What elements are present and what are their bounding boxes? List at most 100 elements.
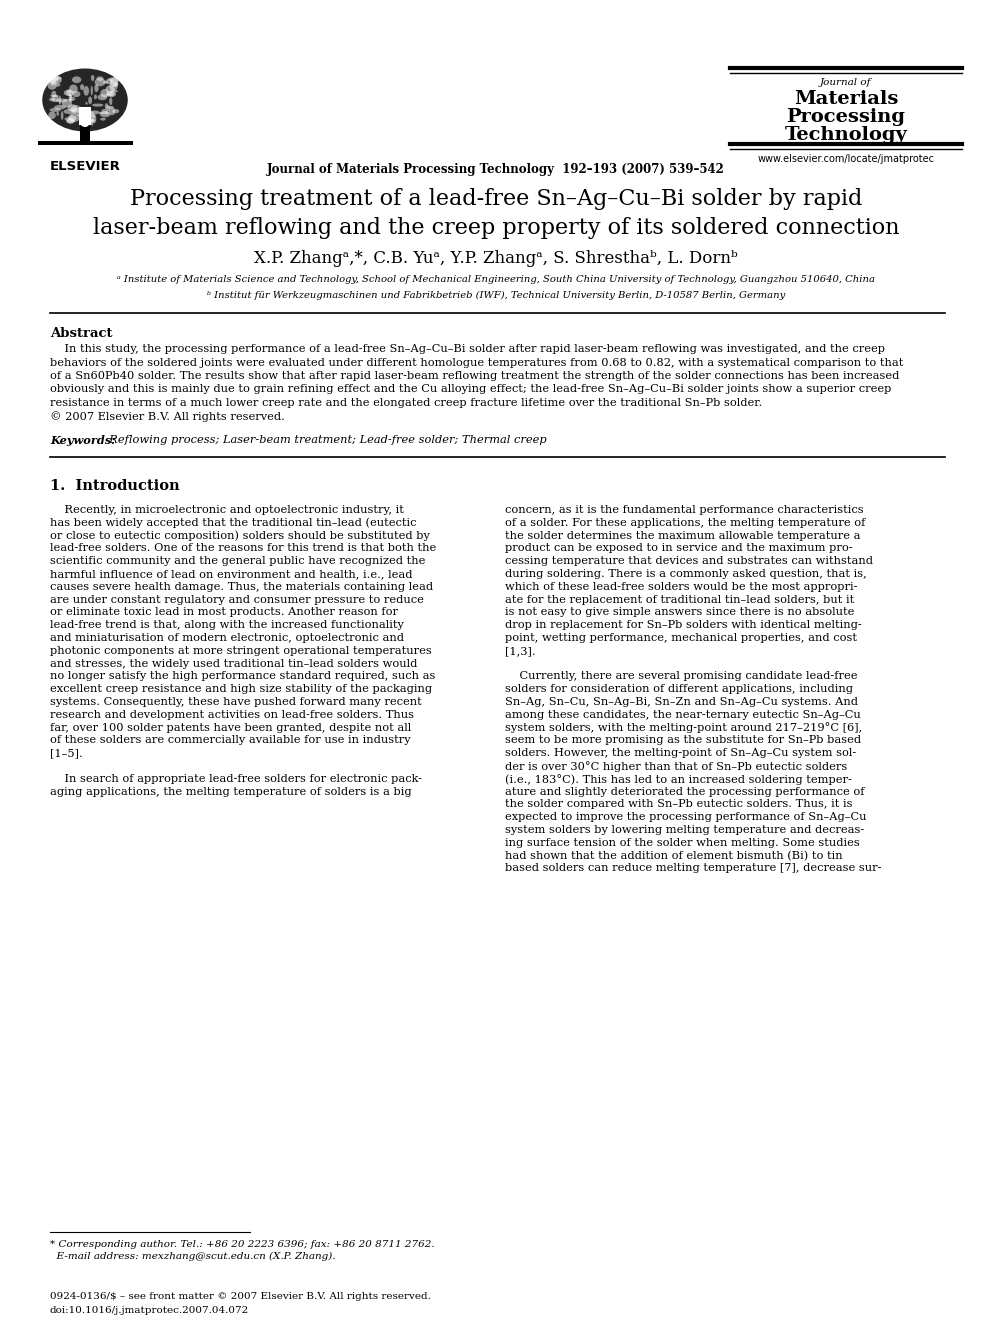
Text: Recently, in microelectronic and optoelectronic industry, it: Recently, in microelectronic and optoele… bbox=[50, 505, 404, 515]
Ellipse shape bbox=[64, 118, 69, 120]
Text: expected to improve the processing performance of Sn–Ag–Cu: expected to improve the processing perfo… bbox=[505, 812, 866, 822]
Text: ᵃ Institute of Materials Science and Technology, School of Mechanical Engineerin: ᵃ Institute of Materials Science and Tec… bbox=[117, 275, 875, 284]
Bar bbox=[38, 142, 133, 146]
Ellipse shape bbox=[50, 75, 56, 86]
Text: are under constant regulatory and consumer pressure to reduce: are under constant regulatory and consum… bbox=[50, 594, 424, 605]
Text: or eliminate toxic lead in most products. Another reason for: or eliminate toxic lead in most products… bbox=[50, 607, 398, 618]
Text: Processing treatment of a lead-free Sn–Ag–Cu–Bi solder by rapid
laser-beam reflo: Processing treatment of a lead-free Sn–A… bbox=[92, 188, 900, 238]
Ellipse shape bbox=[85, 102, 87, 105]
Text: In this study, the processing performance of a lead-free Sn–Ag–Cu–Bi solder afte: In this study, the processing performanc… bbox=[50, 344, 885, 355]
Ellipse shape bbox=[106, 105, 110, 111]
Bar bbox=[79, 107, 91, 124]
Text: Journal of Materials Processing Technology  192–193 (2007) 539–542: Journal of Materials Processing Technolo… bbox=[267, 163, 725, 176]
Text: [1–5].: [1–5]. bbox=[50, 749, 82, 758]
Ellipse shape bbox=[92, 114, 96, 123]
Text: Journal of: Journal of bbox=[820, 78, 872, 87]
Text: E-mail address: mexzhang@scut.edu.cn (X.P. Zhang).: E-mail address: mexzhang@scut.edu.cn (X.… bbox=[50, 1252, 335, 1261]
Text: system solders, with the melting-point around 217–219°C [6],: system solders, with the melting-point a… bbox=[505, 722, 862, 733]
Text: based solders can reduce melting temperature [7], decrease sur-: based solders can reduce melting tempera… bbox=[505, 864, 882, 873]
Ellipse shape bbox=[94, 85, 98, 93]
Ellipse shape bbox=[105, 103, 108, 110]
Ellipse shape bbox=[92, 103, 103, 107]
Text: www.elsevier.com/locate/jmatprotec: www.elsevier.com/locate/jmatprotec bbox=[758, 153, 934, 164]
Ellipse shape bbox=[105, 86, 115, 93]
Ellipse shape bbox=[103, 81, 108, 83]
Ellipse shape bbox=[100, 118, 106, 120]
Text: the solder determines the maximum allowable temperature a: the solder determines the maximum allowa… bbox=[505, 531, 860, 541]
Text: lead-free trend is that, along with the increased functionality: lead-free trend is that, along with the … bbox=[50, 620, 404, 630]
Text: during soldering. There is a commonly asked question, that is,: during soldering. There is a commonly as… bbox=[505, 569, 867, 579]
Text: which of these lead-free solders would be the most appropri-: which of these lead-free solders would b… bbox=[505, 582, 857, 591]
Ellipse shape bbox=[99, 111, 107, 114]
Text: ELSEVIER: ELSEVIER bbox=[50, 160, 120, 173]
Text: solders for consideration of different applications, including: solders for consideration of different a… bbox=[505, 684, 853, 695]
Text: Materials: Materials bbox=[794, 90, 898, 108]
Ellipse shape bbox=[85, 107, 88, 116]
Text: solders. However, the melting-point of Sn–Ag–Cu system sol-: solders. However, the melting-point of S… bbox=[505, 749, 856, 758]
Ellipse shape bbox=[108, 106, 114, 108]
Text: der is over 30°C higher than that of Sn–Pb eutectic solders: der is over 30°C higher than that of Sn–… bbox=[505, 761, 847, 771]
Ellipse shape bbox=[87, 118, 93, 124]
Ellipse shape bbox=[90, 110, 99, 114]
Ellipse shape bbox=[96, 77, 103, 81]
Text: Reflowing process; Laser-beam treatment; Lead-free solder; Thermal creep: Reflowing process; Laser-beam treatment;… bbox=[102, 435, 547, 445]
Ellipse shape bbox=[62, 99, 72, 107]
Ellipse shape bbox=[90, 114, 95, 119]
Text: research and development activities on lead-free solders. Thus: research and development activities on l… bbox=[50, 710, 414, 720]
Ellipse shape bbox=[94, 94, 97, 99]
Text: causes severe health damage. Thus, the materials containing lead: causes severe health damage. Thus, the m… bbox=[50, 582, 434, 591]
Ellipse shape bbox=[112, 108, 119, 114]
Ellipse shape bbox=[70, 105, 80, 114]
Text: seem to be more promising as the substitute for Sn–Pb based: seem to be more promising as the substit… bbox=[505, 736, 861, 745]
Ellipse shape bbox=[80, 85, 84, 90]
Ellipse shape bbox=[51, 75, 62, 85]
Ellipse shape bbox=[72, 77, 81, 83]
Text: lead-free solders. One of the reasons for this trend is that both the: lead-free solders. One of the reasons fo… bbox=[50, 544, 436, 553]
Text: Currently, there are several promising candidate lead-free: Currently, there are several promising c… bbox=[505, 671, 857, 681]
Ellipse shape bbox=[100, 111, 111, 118]
Ellipse shape bbox=[88, 97, 92, 105]
Ellipse shape bbox=[113, 82, 118, 86]
Ellipse shape bbox=[109, 91, 114, 97]
Text: product can be exposed to in service and the maximum pro-: product can be exposed to in service and… bbox=[505, 544, 853, 553]
Text: Abstract: Abstract bbox=[50, 327, 112, 340]
Ellipse shape bbox=[56, 83, 61, 87]
Ellipse shape bbox=[87, 119, 95, 122]
Bar bbox=[80, 124, 90, 146]
Ellipse shape bbox=[52, 95, 59, 102]
Text: has been widely accepted that the traditional tin–lead (eutectic: has been widely accepted that the tradit… bbox=[50, 517, 417, 528]
Text: had shown that the addition of element bismuth (Bi) to tin: had shown that the addition of element b… bbox=[505, 851, 842, 861]
Text: Sn–Ag, Sn–Cu, Sn–Ag–Bi, Sn–Zn and Sn–Ag–Cu systems. And: Sn–Ag, Sn–Cu, Sn–Ag–Bi, Sn–Zn and Sn–Ag–… bbox=[505, 697, 858, 706]
Ellipse shape bbox=[67, 115, 76, 120]
Circle shape bbox=[80, 116, 90, 127]
Text: system solders by lowering melting temperature and decreas-: system solders by lowering melting tempe… bbox=[505, 826, 864, 835]
Text: point, wetting performance, mechanical properties, and cost: point, wetting performance, mechanical p… bbox=[505, 632, 857, 643]
Text: and stresses, the widely used traditional tin–lead solders would: and stresses, the widely used traditiona… bbox=[50, 659, 418, 668]
Text: (i.e., 183°C). This has led to an increased soldering temper-: (i.e., 183°C). This has led to an increa… bbox=[505, 774, 852, 785]
Ellipse shape bbox=[109, 82, 118, 90]
Ellipse shape bbox=[61, 111, 63, 120]
Ellipse shape bbox=[69, 95, 72, 97]
Ellipse shape bbox=[109, 98, 112, 105]
Text: Technology: Technology bbox=[785, 126, 908, 144]
Text: ᵇ Institut für Werkzeugmaschinen und Fabrikbetrieb (IWF), Technical University B: ᵇ Institut für Werkzeugmaschinen und Fab… bbox=[207, 291, 785, 300]
Ellipse shape bbox=[68, 94, 72, 102]
Ellipse shape bbox=[68, 112, 80, 122]
Text: resistance in terms of a much lower creep rate and the elongated creep fracture : resistance in terms of a much lower cree… bbox=[50, 398, 762, 407]
Text: ate for the replacement of traditional tin–lead solders, but it: ate for the replacement of traditional t… bbox=[505, 594, 854, 605]
Text: © 2007 Elsevier B.V. All rights reserved.: © 2007 Elsevier B.V. All rights reserved… bbox=[50, 411, 285, 422]
Text: far, over 100 solder patents have been granted, despite not all: far, over 100 solder patents have been g… bbox=[50, 722, 412, 733]
Ellipse shape bbox=[50, 95, 59, 97]
Text: obviously and this is mainly due to grain refining effect and the Cu alloying ef: obviously and this is mainly due to grai… bbox=[50, 385, 892, 394]
Text: [1,3].: [1,3]. bbox=[505, 646, 536, 656]
Text: or close to eutectic composition) solders should be substituted by: or close to eutectic composition) solder… bbox=[50, 531, 430, 541]
Ellipse shape bbox=[66, 118, 74, 124]
Ellipse shape bbox=[49, 111, 56, 119]
Ellipse shape bbox=[82, 110, 94, 118]
Text: is not easy to give simple answers since there is no absolute: is not easy to give simple answers since… bbox=[505, 607, 854, 618]
Ellipse shape bbox=[66, 90, 71, 95]
Ellipse shape bbox=[77, 112, 80, 116]
Text: 0924-0136/$ – see front matter © 2007 Elsevier B.V. All rights reserved.: 0924-0136/$ – see front matter © 2007 El… bbox=[50, 1293, 431, 1301]
Ellipse shape bbox=[57, 111, 59, 116]
Text: cessing temperature that devices and substrates can withstand: cessing temperature that devices and sub… bbox=[505, 556, 873, 566]
